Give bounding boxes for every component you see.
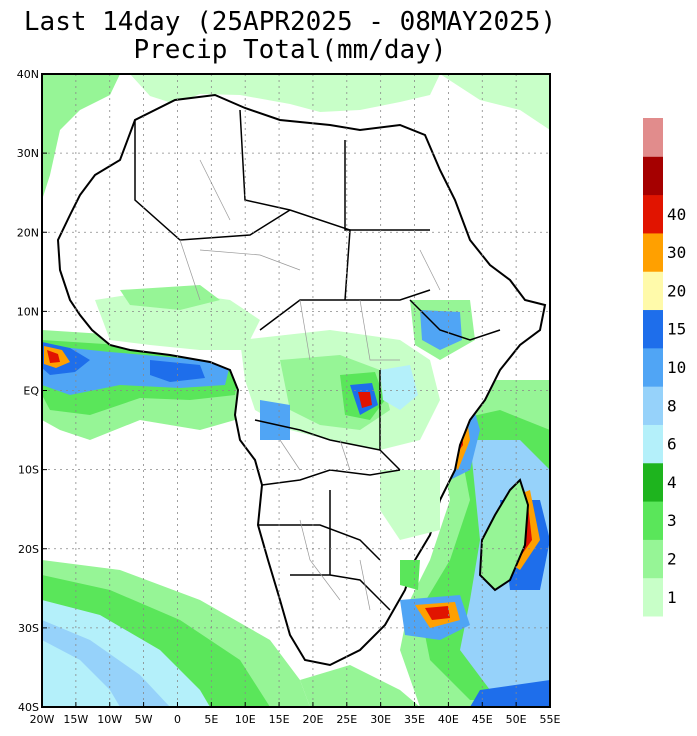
colorbar-segment <box>643 462 663 502</box>
lon-tick-label: 25E <box>336 713 357 726</box>
colorbar-segment <box>643 232 663 272</box>
colorbar-label: 40 <box>667 205 686 224</box>
colorbar-label: 3 <box>667 511 677 530</box>
lon-tick-label: 40E <box>438 713 459 726</box>
lon-tick-label: 55E <box>540 713 561 726</box>
lon-tick-label: 5W <box>135 713 153 726</box>
chart-title-line1: Last 14day (25APR2025 - 08MAY2025) <box>23 7 557 37</box>
colorbar-label: 30 <box>667 243 686 262</box>
colorbar-label: 20 <box>667 281 686 300</box>
colorbar-segment <box>643 194 663 234</box>
lon-tick-label: 20E <box>302 713 323 726</box>
lat-axis: 40N 30N 20N 10N EQ 10S 20S 30S 40S <box>17 68 47 714</box>
colorbar-segment <box>643 539 663 579</box>
lon-tick-label: 5E <box>204 713 218 726</box>
colorbar-label: 6 <box>667 435 677 454</box>
colorbar: 1 2 3 4 6 8 10 15 20 30 40 <box>643 118 686 617</box>
colorbar-label: 8 <box>667 396 677 415</box>
colorbar-segment <box>643 347 663 387</box>
lat-tick-label: 10S <box>18 464 39 477</box>
lat-tick-label: EQ <box>23 385 39 398</box>
colorbar-label: 10 <box>667 358 686 377</box>
map-area <box>42 74 550 707</box>
lon-tick-label: 0 <box>174 713 181 726</box>
colorbar-label: 4 <box>667 473 677 492</box>
lat-tick-label: 40S <box>18 701 39 714</box>
colorbar-label: 15 <box>667 320 686 339</box>
lon-axis: 20W 15W 10W 5W 0 5E 10E 15E 20E 25E 30E 35E 40E 45E 50… <box>30 702 561 726</box>
lon-tick-label: 30E <box>370 713 391 726</box>
colorbar-segment <box>643 118 663 157</box>
colorbar-segment <box>643 501 663 540</box>
lat-tick-label: 20S <box>18 543 39 556</box>
lat-tick-label: 30S <box>18 622 39 635</box>
colorbar-segment <box>643 386 663 425</box>
chart-title-line2: Precip Total(mm/day) <box>133 35 447 65</box>
lat-tick-label: 30N <box>17 147 39 160</box>
lon-tick-label: 50E <box>506 713 527 726</box>
lon-tick-label: 15E <box>269 713 290 726</box>
gridlines <box>42 74 550 707</box>
colorbar-segment <box>643 271 663 311</box>
lat-tick-label: 20N <box>17 226 39 239</box>
lon-tick-label: 35E <box>404 713 425 726</box>
colorbar-segment <box>643 424 663 464</box>
lon-tick-label: 45E <box>472 713 493 726</box>
lon-tick-label: 20W <box>30 713 55 726</box>
colorbar-label: 1 <box>667 588 677 607</box>
colorbar-segment <box>643 309 663 349</box>
lon-tick-label: 10W <box>97 713 122 726</box>
lon-tick-label: 15W <box>63 713 88 726</box>
lat-tick-label: 40N <box>17 68 39 81</box>
colorbar-label: 2 <box>667 550 677 569</box>
colorbar-segment <box>643 577 663 617</box>
admin-borders <box>179 159 441 611</box>
lon-tick-label: 10E <box>235 713 256 726</box>
colorbar-segment <box>643 156 663 196</box>
lat-tick-label: 10N <box>17 305 39 318</box>
